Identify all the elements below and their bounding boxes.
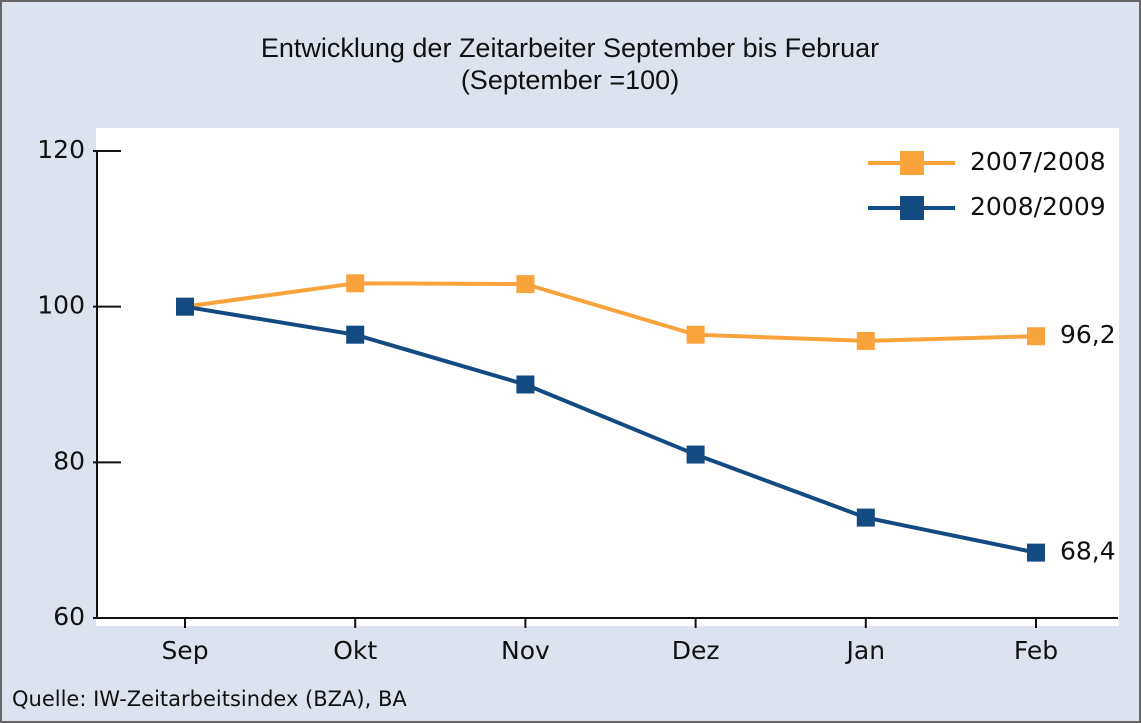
y-tick-label: 100 — [37, 291, 85, 320]
plot-area — [96, 128, 1119, 626]
x-tick-label: Feb — [1014, 636, 1058, 665]
source: Quelle: IW-Zeitarbeitsindex (BZA), BA — [12, 687, 407, 711]
marker — [686, 325, 705, 344]
x-tick-label: Jan — [845, 636, 886, 665]
marker — [346, 325, 365, 344]
legend-label: 2008/2009 — [970, 192, 1106, 221]
x-tick-label: Dez — [672, 636, 720, 665]
marker — [1027, 543, 1045, 562]
line — [184, 281, 1037, 343]
marker — [856, 331, 875, 350]
line — [184, 304, 1037, 555]
y-tick-label: 80 — [53, 446, 85, 475]
legend-marker — [900, 151, 924, 175]
x-tick-label: Sep — [161, 636, 208, 665]
marker — [176, 297, 194, 316]
marker — [516, 375, 535, 394]
chart-title: Entwicklung der Zeitarbeiter September b… — [261, 33, 879, 63]
value-label: 68,4 — [1060, 537, 1116, 566]
x-tick-label: Okt — [333, 636, 377, 665]
marker — [686, 445, 705, 464]
x-tick-label: Nov — [501, 636, 550, 665]
legend-label: 2007/2008 — [970, 147, 1106, 176]
marker — [346, 274, 365, 293]
y-tick-label: 120 — [37, 135, 85, 164]
marker — [516, 275, 535, 294]
value-label: 96,2 — [1060, 320, 1116, 349]
y-tick-label: 60 — [53, 602, 85, 631]
chart-subtitle: (September =100) — [461, 65, 679, 95]
marker — [856, 508, 875, 527]
legend-marker — [900, 196, 924, 220]
marker — [1027, 327, 1045, 346]
